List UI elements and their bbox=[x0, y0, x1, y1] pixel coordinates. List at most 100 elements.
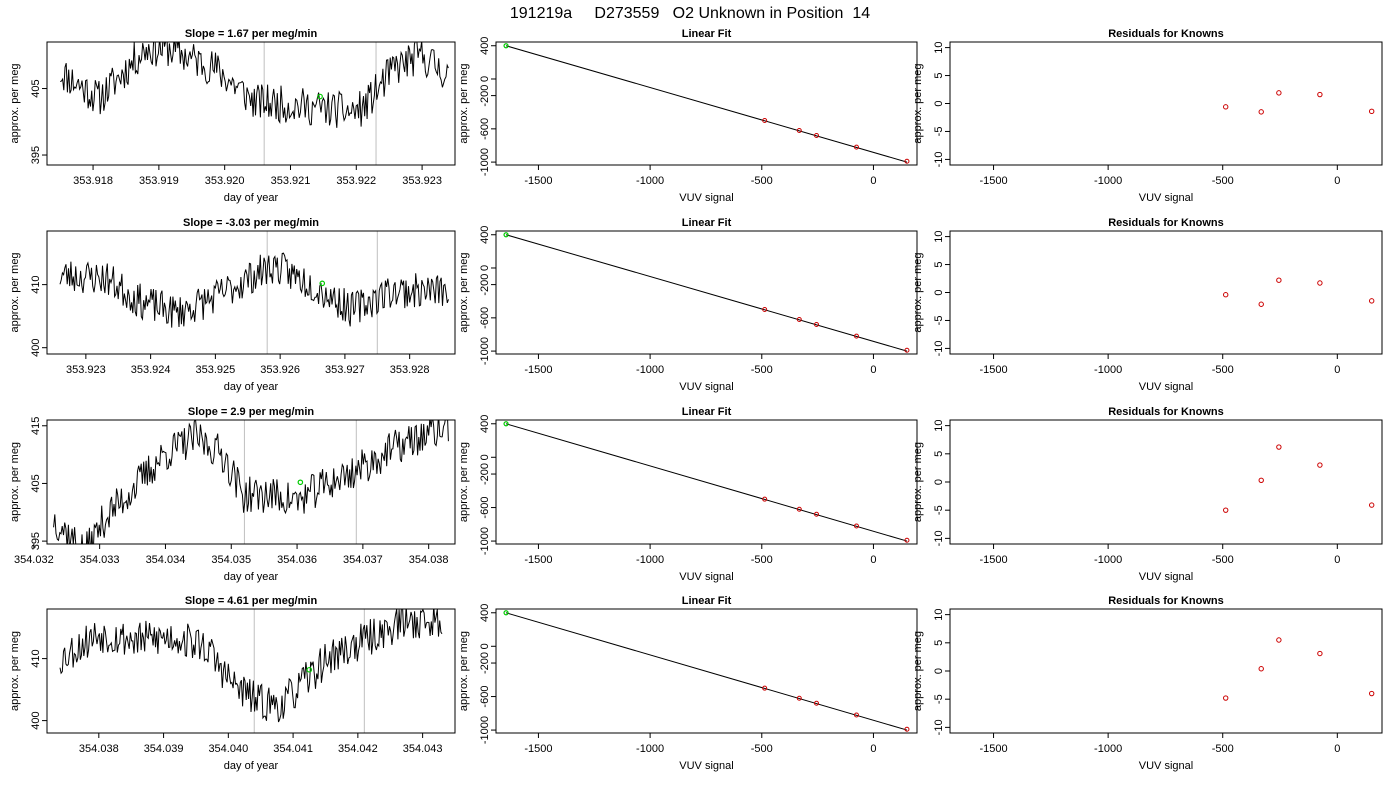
x-tick-label: 353.920 bbox=[205, 175, 245, 187]
panel-title: Linear Fit bbox=[682, 406, 732, 418]
y-axis-label: approx. per meg bbox=[912, 63, 924, 143]
y-tick-label: -1000 bbox=[479, 337, 491, 365]
unknown-marker bbox=[306, 666, 313, 673]
x-axis-label: VUV signal bbox=[1139, 192, 1193, 204]
x-tick-label: 0 bbox=[870, 743, 876, 755]
x-tick-label: 354.042 bbox=[338, 743, 378, 755]
y-tick-label: 5 bbox=[933, 451, 945, 457]
x-tick-label: -500 bbox=[751, 175, 773, 187]
panel-title: Residuals for Knowns bbox=[1108, 28, 1224, 40]
panel-title: Slope = 2.9 per meg/min bbox=[188, 406, 315, 418]
plot-frame bbox=[495, 230, 918, 355]
unknown-point bbox=[503, 610, 509, 616]
plot-area bbox=[1223, 637, 1375, 701]
y-tick-label: 405 bbox=[30, 474, 42, 492]
y-tick-label: -200 bbox=[479, 85, 491, 107]
known-point bbox=[762, 118, 768, 124]
known-point bbox=[853, 333, 859, 339]
y-tick-label: 0 bbox=[479, 643, 491, 649]
x-tick-label: 354.038 bbox=[79, 743, 119, 755]
residual-point bbox=[1317, 91, 1323, 98]
residual-point bbox=[1276, 637, 1282, 643]
residual-point bbox=[1368, 502, 1375, 508]
y-axis-label: approx. per meg bbox=[9, 252, 21, 332]
y-axis-label: approx. per meg bbox=[9, 442, 21, 522]
x-tick-label: 354.041 bbox=[273, 743, 313, 755]
x-tick-label: -1500 bbox=[979, 554, 1007, 566]
x-axis-label: day of year bbox=[224, 760, 279, 772]
panel-1-1: Slope = 1.67 per meg/min 353.918 353.919 35… bbox=[9, 28, 456, 204]
x-tick-label: 0 bbox=[1334, 175, 1340, 187]
y-tick-label: 400 bbox=[479, 37, 491, 55]
x-tick-label: 0 bbox=[870, 364, 876, 376]
panel-4-3: Residuals for Knowns -1500 -1000 -500 0 -10 -5… bbox=[912, 595, 1383, 772]
x-tick-label: 353.919 bbox=[139, 175, 179, 187]
unknown-marker bbox=[317, 93, 323, 100]
x-tick-label: 354.034 bbox=[146, 554, 186, 566]
y-tick-label: 415 bbox=[30, 417, 42, 435]
known-point bbox=[762, 685, 768, 691]
residual-point bbox=[1258, 301, 1264, 307]
unknown-marker bbox=[319, 280, 326, 287]
residual-point bbox=[1223, 104, 1229, 110]
y-axis-label: approx. per meg bbox=[458, 63, 470, 143]
y-tick-label: -600 bbox=[479, 118, 491, 140]
plot-frame bbox=[46, 608, 456, 734]
x-tick-label: 353.921 bbox=[271, 175, 311, 187]
x-tick-label: -1000 bbox=[636, 743, 664, 755]
known-point bbox=[813, 511, 819, 517]
plot-area bbox=[60, 42, 449, 165]
y-tick-label: 10 bbox=[933, 609, 945, 621]
x-tick-label: -1000 bbox=[636, 554, 664, 566]
x-axis-label: VUV signal bbox=[679, 571, 733, 583]
plot-area bbox=[59, 609, 443, 733]
panel-4-2: Linear Fit -1500 -1000 -500 0 -1000 -600 -200 0 4… bbox=[458, 595, 918, 772]
x-tick-label: 354.040 bbox=[208, 743, 248, 755]
y-tick-label: 395 bbox=[30, 532, 42, 550]
plot-area bbox=[503, 43, 910, 164]
known-point bbox=[796, 317, 802, 323]
y-tick-label: 5 bbox=[933, 261, 945, 267]
y-tick-label: -10 bbox=[933, 340, 945, 356]
residual-point bbox=[1276, 90, 1282, 96]
plot-frame bbox=[46, 419, 456, 545]
y-tick-label: 0 bbox=[933, 289, 945, 295]
panel-title: Slope = 4.61 per meg/min bbox=[185, 595, 318, 607]
plot-frame bbox=[495, 419, 918, 545]
y-tick-label: 5 bbox=[933, 72, 945, 78]
y-tick-label: -5 bbox=[933, 694, 945, 704]
panel-title: Residuals for Knowns bbox=[1108, 217, 1224, 229]
panel-title: Slope = -3.03 per meg/min bbox=[183, 217, 319, 229]
plot-frame bbox=[949, 419, 1383, 545]
panel-3-3: Residuals for Knowns -1500 -1000 -500 0 -10 -5… bbox=[912, 406, 1383, 583]
y-tick-label: -5 bbox=[933, 127, 945, 137]
y-tick-label: -10 bbox=[933, 530, 945, 546]
x-tick-label: 0 bbox=[870, 175, 876, 187]
known-point bbox=[904, 726, 910, 732]
x-tick-label: 353.923 bbox=[66, 364, 106, 376]
plot-area bbox=[1223, 277, 1375, 307]
y-tick-label: 10 bbox=[933, 41, 945, 53]
residual-point bbox=[1258, 477, 1264, 484]
panel-title: Slope = 1.67 per meg/min bbox=[185, 28, 318, 40]
y-tick-label: -600 bbox=[479, 497, 491, 519]
x-axis-label: day of year bbox=[224, 571, 279, 583]
x-tick-label: 353.926 bbox=[260, 364, 300, 376]
known-point bbox=[904, 537, 910, 543]
known-point bbox=[813, 700, 819, 706]
x-tick-label: 354.036 bbox=[277, 554, 317, 566]
x-tick-label: 0 bbox=[1334, 743, 1340, 755]
x-tick-label: 353.928 bbox=[390, 364, 430, 376]
known-point bbox=[813, 321, 819, 327]
plot-frame bbox=[949, 608, 1383, 734]
y-axis-label: approx. per meg bbox=[912, 442, 924, 522]
x-tick-label: 354.032 bbox=[14, 554, 54, 566]
known-point bbox=[813, 132, 819, 138]
x-tick-label: -1000 bbox=[1094, 554, 1122, 566]
plot-frame bbox=[949, 41, 1383, 166]
plot-area bbox=[503, 232, 910, 353]
known-point bbox=[853, 523, 859, 529]
y-tick-label: -1000 bbox=[479, 527, 491, 555]
panel-title: Linear Fit bbox=[682, 595, 732, 607]
